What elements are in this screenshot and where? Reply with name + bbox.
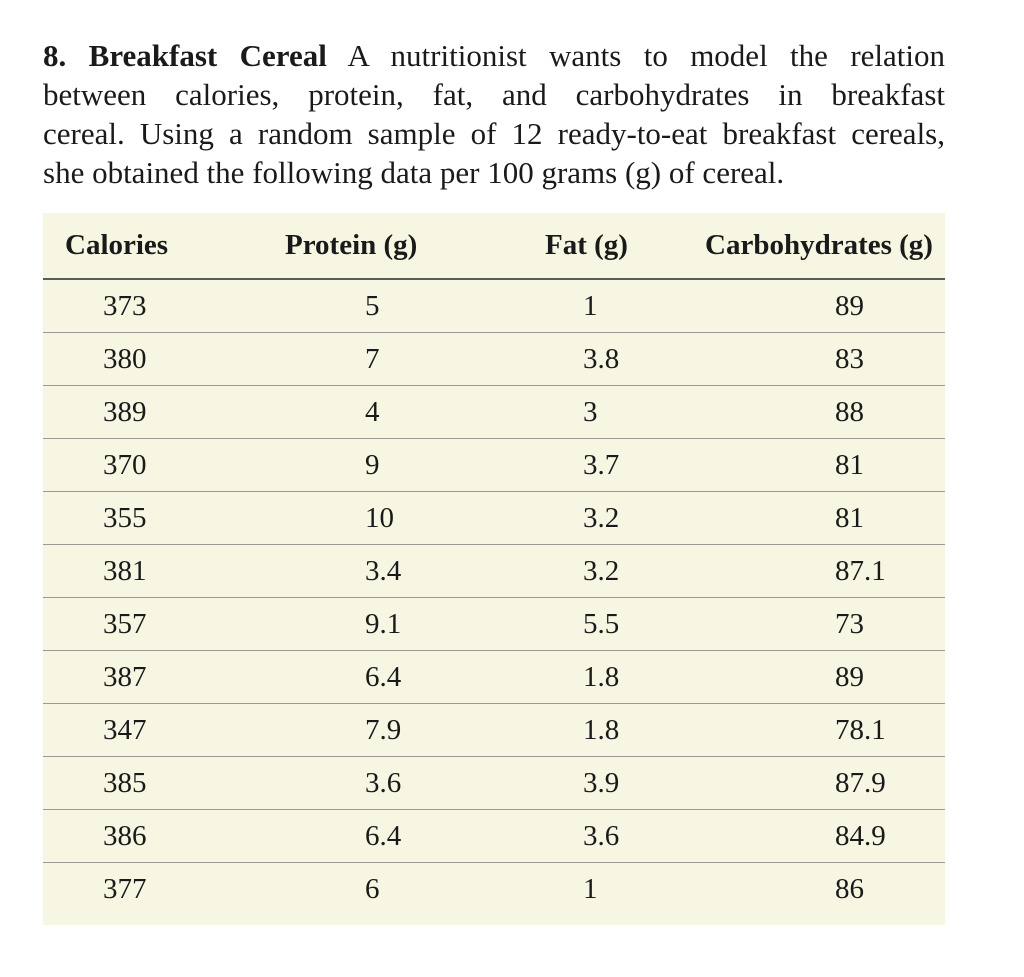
cell-protein: 7.9	[255, 704, 505, 757]
cell-fat: 5.5	[505, 598, 695, 651]
cell-carbohydrates: 81	[695, 492, 945, 545]
cell-carbohydrates: 78.1	[695, 704, 945, 757]
problem-text-1: A nutritionist wants to model the relati…	[326, 38, 945, 73]
cell-fat: 3	[505, 386, 695, 439]
header-fat: Fat (g)	[505, 213, 695, 280]
cell-calories: 347	[43, 704, 255, 757]
cell-carbohydrates: 89	[695, 279, 945, 333]
cell-carbohydrates: 83	[695, 333, 945, 386]
table-body: 373 5 1 89 380 7 3.8 83 389 4 3 88 370 9 3.7 81 355 10 3.2…	[43, 279, 945, 916]
cell-carbohydrates: 81	[695, 439, 945, 492]
table-row: 387 6.4 1.8 89	[43, 651, 945, 704]
cell-fat: 1	[583, 873, 598, 905]
cell-carbohydrates: 84.9	[695, 810, 945, 863]
problem-line-3: cereal. Using a random sample of 12 read…	[43, 116, 945, 151]
cell-carbohydrates: 89	[695, 651, 945, 704]
cell-protein: 6	[365, 873, 380, 905]
cell-carbohydrates: 87.1	[695, 545, 945, 598]
table-row: 357 9.1 5.5 73	[43, 598, 945, 651]
cell-protein: 9	[255, 439, 505, 492]
cell-fat: 1	[505, 279, 695, 333]
cell-fat: 3.2	[505, 545, 695, 598]
cell-fat: 1.8	[505, 651, 695, 704]
cell-protein: 5	[255, 279, 505, 333]
cereal-data-table: Calories Protein (g) Fat (g) Carbohydrat…	[43, 213, 945, 916]
cell-carbohydrates: 73	[695, 598, 945, 651]
cell-calories: 380	[43, 333, 255, 386]
problem-line-2: between calories, protein, fat, and carb…	[43, 77, 945, 112]
table-row: 355 10 3.2 81	[43, 492, 945, 545]
table-row: 386 6.4 3.6 84.9	[43, 810, 945, 863]
cell-calories: 377	[103, 873, 147, 905]
cell-protein: 4	[255, 386, 505, 439]
cell-fat: 3.2	[505, 492, 695, 545]
cell-protein: 6.4	[255, 810, 505, 863]
cereal-data-panel: Calories Protein (g) Fat (g) Carbohydrat…	[43, 213, 945, 925]
cell-calories: 385	[43, 757, 255, 810]
problem-title: Breakfast Cereal	[88, 38, 327, 73]
cell-carbohydrates: 87.9	[695, 757, 945, 810]
cell-carbohydrates: 88	[695, 386, 945, 439]
table-row: 347 7.9 1.8 78.1	[43, 704, 945, 757]
cell-calories: 357	[43, 598, 255, 651]
cell-protein: 6.4	[255, 651, 505, 704]
cell-protein: 10	[255, 492, 505, 545]
cell-fat: 3.8	[505, 333, 695, 386]
header-protein: Protein (g)	[255, 213, 505, 280]
table-row: 385 3.6 3.9 87.9	[43, 757, 945, 810]
table-header-row: Calories Protein (g) Fat (g) Carbohydrat…	[43, 213, 945, 280]
cell-calories: 373	[43, 279, 255, 333]
cell-protein: 9.1	[255, 598, 505, 651]
table-row: 377 6 1 86	[43, 863, 945, 916]
table-row: 373 5 1 89	[43, 279, 945, 333]
cell-fat: 3.6	[505, 810, 695, 863]
cell-calories: 386	[43, 810, 255, 863]
cell-fat: 3.9	[505, 757, 695, 810]
problem-line-1: 8. Breakfast Cereal A nutritionist wants…	[43, 36, 945, 75]
table-row: 380 7 3.8 83	[43, 333, 945, 386]
cell-calories: 381	[43, 545, 255, 598]
cell-fat: 1.8	[505, 704, 695, 757]
cell-calories: 389	[43, 386, 255, 439]
problem-line-4: she obtained the following data per 100 …	[43, 155, 785, 190]
table-row: 389 4 3 88	[43, 386, 945, 439]
header-calories: Calories	[43, 213, 255, 280]
cell-protein: 7	[255, 333, 505, 386]
problem-statement: 8. Breakfast Cereal A nutritionist wants…	[43, 36, 945, 192]
table-row: 381 3.4 3.2 87.1	[43, 545, 945, 598]
table-row: 370 9 3.7 81	[43, 439, 945, 492]
problem-number: 8.	[43, 38, 67, 73]
cell-carbohydrates: 86	[835, 873, 864, 905]
cell-protein: 3.6	[255, 757, 505, 810]
cell-calories: 355	[43, 492, 255, 545]
cell-protein: 3.4	[255, 545, 505, 598]
cell-calories: 387	[43, 651, 255, 704]
header-carbohydrates: Carbohydrates (g)	[695, 213, 945, 280]
cell-calories: 370	[43, 439, 255, 492]
cell-fat: 3.7	[505, 439, 695, 492]
